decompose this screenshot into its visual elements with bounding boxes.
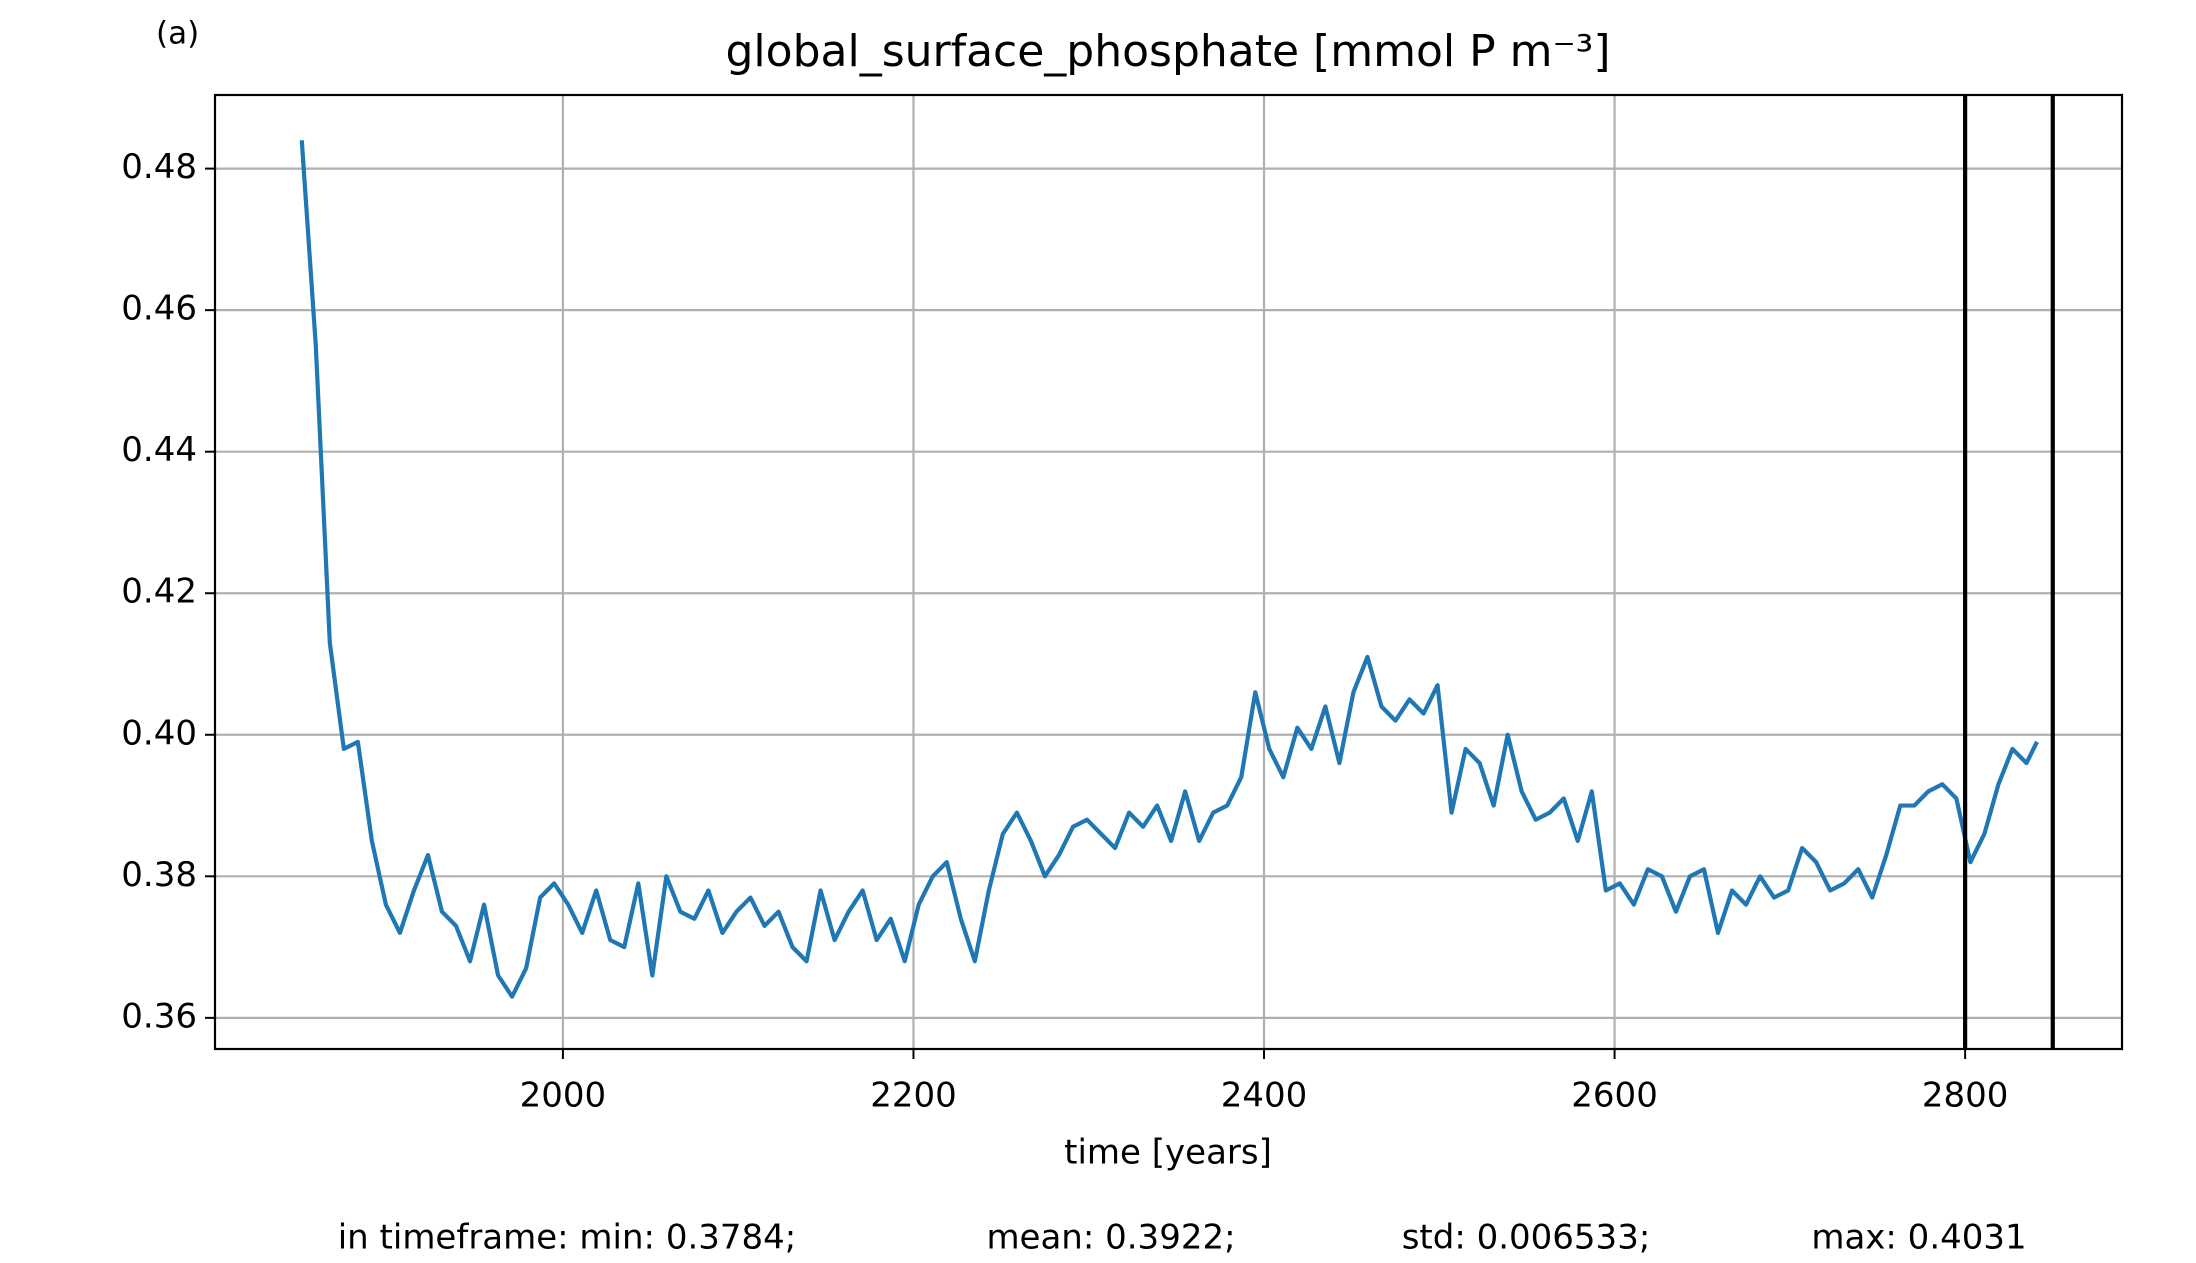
y-tick-label: 0.38 bbox=[121, 855, 197, 895]
footer-stat: mean: 0.3922; bbox=[986, 1218, 1235, 1258]
data-line bbox=[299, 140, 2039, 999]
footer-stat: max: 0.4031 bbox=[1811, 1218, 2026, 1258]
panel-label: (a) bbox=[156, 16, 199, 52]
y-tick-label: 0.48 bbox=[121, 147, 197, 187]
x-tick-label: 2000 bbox=[520, 1076, 607, 1116]
y-tick-label: 0.46 bbox=[121, 289, 197, 329]
footer-stat: in timeframe: min: 0.3784; bbox=[338, 1218, 797, 1258]
x-tick-label: 2800 bbox=[1922, 1076, 2009, 1116]
x-tick-label: 2600 bbox=[1571, 1076, 1658, 1116]
footer-stat: std: 0.006533; bbox=[1402, 1218, 1651, 1258]
x-tick-label: 2200 bbox=[870, 1076, 957, 1116]
y-tick-label: 0.36 bbox=[121, 996, 197, 1036]
y-tick-label: 0.44 bbox=[121, 430, 197, 470]
chart-title: global_surface_phosphate [mmol P m⁻³] bbox=[726, 26, 1611, 77]
x-tick-label: 2400 bbox=[1221, 1076, 1308, 1116]
x-axis-label: time [years] bbox=[1064, 1133, 1272, 1173]
y-tick-label: 0.42 bbox=[121, 572, 197, 612]
y-tick-label: 0.40 bbox=[121, 713, 197, 753]
plot-frame bbox=[213, 93, 2124, 1051]
